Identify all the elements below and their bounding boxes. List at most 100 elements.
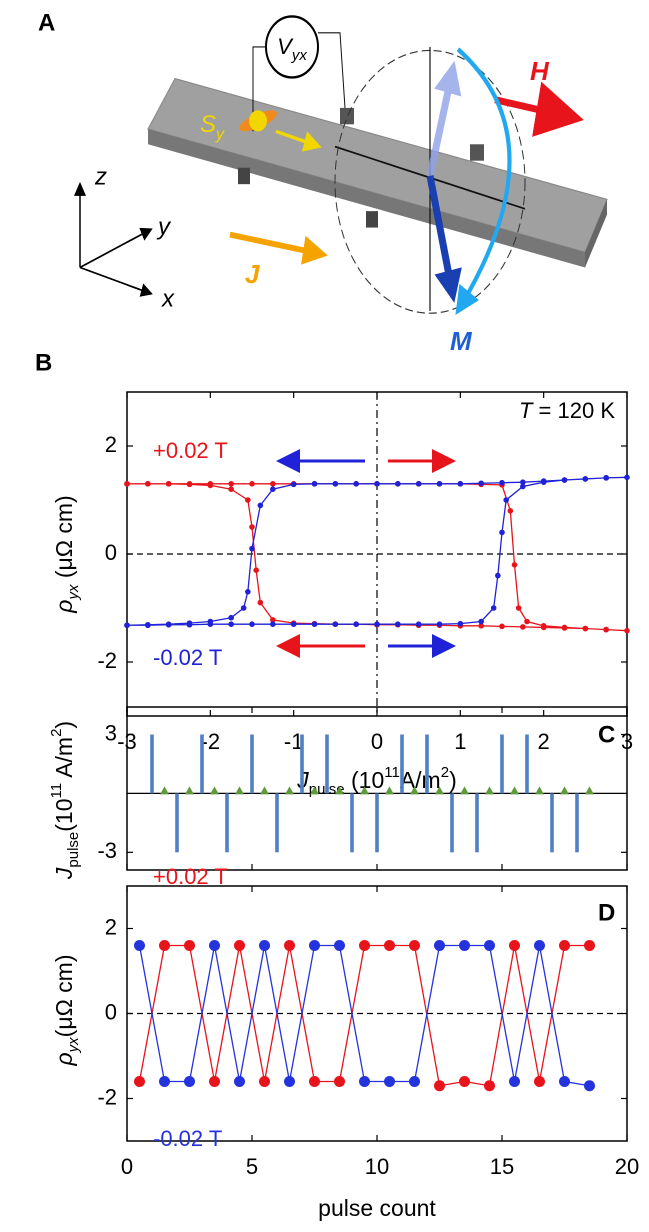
data-point [603,626,609,633]
data-point [228,614,234,621]
pulse-bar [525,734,529,794]
data-point [499,479,505,486]
label-part: ) [51,721,77,729]
measurement-marker [335,786,344,795]
data-point [245,589,251,595]
pulse-bar [575,793,579,853]
pulse-bar [300,734,304,794]
data-point [499,623,505,630]
data-point [186,481,193,488]
data-point [228,486,234,493]
data-point [524,618,530,625]
symbol: V [277,34,294,59]
data-point [209,1076,220,1087]
data-point [228,481,234,487]
data-point [561,625,568,631]
data-point [245,497,251,503]
data-point [186,620,193,626]
data-point [434,940,445,951]
series-line [138,944,590,1087]
data-point [374,621,380,627]
data-point [270,481,276,487]
y-tick-label: 0 [105,540,117,565]
data-point [309,1076,320,1087]
rotation-ellipse [334,49,526,314]
contact [470,144,484,161]
pulse-bar [275,793,279,853]
measurement-marker [310,786,319,795]
measurement-marker [285,786,294,795]
data-point [249,481,255,487]
label-part: pulse [65,832,82,868]
data-point [457,620,464,627]
data-point [624,474,630,481]
x-tick-label: 10 [365,1154,389,1179]
data-point [395,481,401,487]
measurement-marker [585,786,594,795]
data-point [534,1076,545,1087]
pulse-bar [150,734,154,794]
data-point [384,1076,395,1087]
subscript: y [215,126,225,143]
series-line [138,944,590,1087]
slab-side [585,199,607,268]
data-point [228,621,234,627]
series-label: -0.02 T [153,1126,222,1151]
data-point [184,1076,195,1087]
data-point [484,940,495,951]
label-part: 11 [384,764,400,781]
data-point [478,480,484,487]
data-point [624,627,630,634]
data-point [603,475,609,481]
x-tick-label: 1 [454,729,466,754]
data-point [559,940,570,951]
x-tick-label: 15 [490,1154,514,1179]
data-point [257,502,264,509]
measurement-marker [160,786,169,795]
data-point [234,1076,245,1087]
data-point [540,624,547,631]
data-point [134,1076,145,1087]
data-point [415,481,422,487]
y-axis-label: ρyx (μΩ cm) [51,495,82,613]
data-point [534,940,545,951]
label-part: 11 [48,783,65,799]
axis-label: z [94,163,107,190]
data-point [159,940,170,951]
y-axis-label: ρyx(μΩ cm) [51,954,82,1066]
data-point [234,940,245,951]
subscript: yx [291,47,308,64]
magnetization-label: M [450,326,473,356]
label-part: A/m [400,767,441,793]
rotation-arc [455,47,512,316]
data-point [582,476,589,482]
annotation: T = 120 K [519,398,615,423]
label-part: (μΩ cm) [51,954,77,1037]
label-part: ρ [51,600,77,614]
label-part: ) [449,767,457,793]
label-part: pulse count [318,1195,436,1221]
data-point [490,605,497,611]
data-point [434,1080,445,1092]
data-point [457,481,464,487]
data-point [499,529,505,536]
data-point [159,1076,170,1087]
y-tick-label: -2 [97,648,117,673]
schematic [74,15,608,316]
y-tick-label: 0 [105,999,117,1024]
data-point [270,486,276,493]
data-point [520,624,526,630]
data-point [515,605,522,611]
axis-x [79,266,153,297]
data-point [584,940,595,951]
axis-label: x [161,285,175,312]
measurement-marker [485,786,494,795]
data-point [359,1076,370,1087]
data-point [353,621,359,627]
data-point [145,621,151,628]
measurement-marker [260,786,269,795]
magnetization-arrow [426,175,462,303]
data-point [520,483,526,490]
label-part: A/m [51,737,77,783]
